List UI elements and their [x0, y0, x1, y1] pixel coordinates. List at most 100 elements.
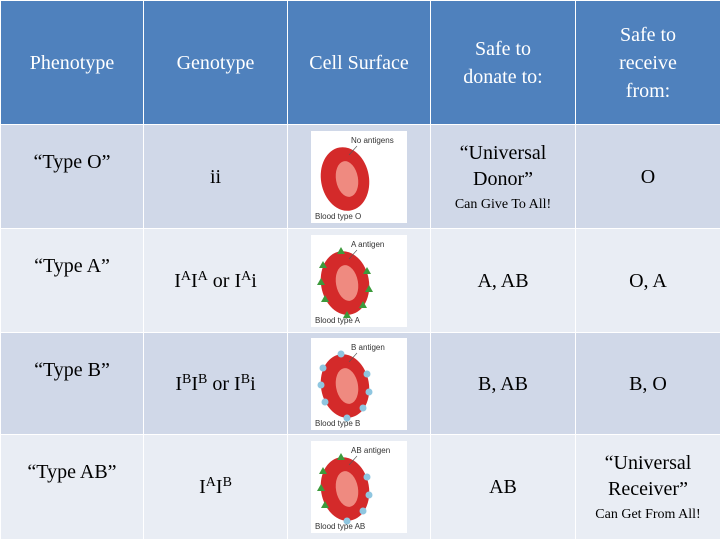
phenotype-cell: “Type AB”: [0, 434, 144, 540]
label-pointer: [348, 455, 358, 466]
antigen-b: [363, 473, 371, 481]
genotype-text: or I: [207, 372, 241, 395]
donate-cell: “Universal Donor” Can Give To All!: [430, 124, 576, 229]
header-cell: Cell Surface: [287, 0, 431, 125]
cell-surface-cell: No antigens Blood type O: [287, 124, 431, 229]
phenotype: “Type AB”: [27, 461, 117, 483]
donate-cell: AB: [430, 434, 576, 540]
header-row: Phenotype Genotype Cell Surface Safe to …: [0, 0, 720, 125]
genotype-text: I: [190, 269, 198, 292]
genotype-text: I: [215, 476, 223, 498]
phenotype-cell: “Type O”: [0, 124, 144, 229]
antigen-a: [317, 277, 325, 285]
header-text: Safe to donate to:: [463, 37, 543, 88]
phenotype: “Type A”: [34, 255, 110, 277]
genotype-cell: IBIB or IBi: [143, 332, 288, 435]
table-row: “Type O” ii No antigens Blood type O “Univer…: [0, 124, 720, 229]
genotype-superscript: B: [198, 371, 208, 387]
genotype-cell: IAIB: [143, 434, 288, 540]
header-text: Cell Surface: [309, 51, 409, 74]
phenotype-cell: “Type A”: [0, 228, 144, 333]
genotype-text: I: [191, 372, 199, 395]
cell-illustration: A antigen Blood type A: [311, 234, 407, 327]
genotype-text: I: [174, 269, 181, 292]
genotype-superscript: B: [182, 371, 192, 387]
header-text: Safe to receive from:: [619, 23, 677, 102]
header-text: Genotype: [176, 51, 255, 74]
antigen-b: [317, 381, 325, 388]
antigen-a: [359, 300, 367, 308]
cell-center: [335, 160, 359, 197]
antigen-a: [319, 467, 327, 474]
cell-surface-cell: AB antigen Blood type AB: [287, 434, 431, 540]
donate-text: “Universal Donor”: [459, 141, 547, 190]
cell-illustration: B antigen Blood type B: [311, 337, 407, 430]
antigen-a: [317, 484, 325, 491]
table-row: “Type B” IBIB or IBi B antigen Blood type B…: [0, 332, 720, 435]
antigen-label: B antigen: [351, 343, 385, 352]
antigen-b: [363, 370, 371, 377]
cell-center: [335, 264, 359, 301]
receive-text: B, O: [629, 372, 667, 395]
genotype-cell: IAIA or IAi: [143, 228, 288, 333]
genotype-text: i: [251, 269, 257, 292]
genotype-text: I: [199, 476, 206, 498]
antigen-label: A antigen: [351, 240, 384, 249]
cell-illustration: No antigens Blood type O: [311, 130, 407, 223]
antigen-b: [365, 491, 373, 499]
antigen-b: [359, 507, 367, 515]
receive-cell: “Universal Receiver” Can Get From All!: [575, 434, 720, 540]
donate-cell: B, AB: [430, 332, 576, 435]
cell-type-label: Blood type B: [315, 419, 360, 428]
antigen-label: No antigens: [351, 136, 394, 145]
antigen-b: [359, 404, 367, 411]
antigen-label: AB antigen: [351, 446, 390, 455]
receive-text: O, A: [629, 269, 667, 292]
cell-illustration: AB antigen Blood type AB: [311, 441, 407, 533]
label-pointer: [348, 249, 358, 259]
receive-note: Can Get From All!: [595, 507, 701, 522]
antigen-b: [343, 414, 351, 421]
cell-type-label: Blood type A: [315, 316, 361, 325]
table-body: “Type O” ii No antigens Blood type O “Univer…: [0, 124, 720, 540]
genotype-superscript: A: [205, 475, 216, 490]
genotype-superscript: A: [180, 268, 191, 284]
cell-type-label: Blood type O: [315, 212, 361, 221]
phenotype: “Type B”: [34, 359, 110, 381]
receive-cell: O, A: [575, 228, 720, 333]
table-row: “Type AB” IAIB AB antigen Blood type AB AB “U…: [0, 434, 720, 540]
antigen-b: [337, 350, 345, 357]
receive-text: O: [640, 165, 656, 188]
antigen-b: [321, 398, 329, 405]
donate-text: A, AB: [477, 269, 529, 292]
antigen-b: [343, 517, 351, 525]
donate-note: Can Give To All!: [454, 196, 552, 212]
receive-cell: B, O: [575, 332, 720, 435]
genotype-superscript: B: [222, 475, 232, 490]
receive-cell: O: [575, 124, 720, 229]
genotype-superscript: B: [240, 371, 251, 387]
antigen-a: [337, 453, 345, 460]
donate-cell: A, AB: [430, 228, 576, 333]
header-cell: Safe to donate to:: [430, 0, 576, 125]
cell-surface-cell: B antigen Blood type B: [287, 332, 431, 435]
cell-center: [335, 471, 359, 507]
table-row: “Type A” IAIA or IAi A antigen Blood type A…: [0, 228, 720, 333]
genotype-cell: ii: [143, 124, 288, 229]
antigen-a: [319, 260, 327, 268]
antigen-a: [321, 501, 329, 508]
label-pointer: [348, 145, 358, 155]
header-cell: Genotype: [143, 0, 288, 125]
genotype-superscript: A: [197, 268, 208, 284]
antigen-b: [319, 364, 327, 371]
genotype-text: i: [250, 372, 256, 395]
antigen-a: [321, 294, 329, 302]
cell-type-label: Blood type AB: [315, 522, 365, 531]
receive-text: “Universal Receiver”: [604, 452, 692, 500]
label-pointer: [348, 352, 358, 362]
cell-surface-cell: A antigen Blood type A: [287, 228, 431, 333]
phenotype-cell: “Type B”: [0, 332, 144, 435]
antigen-a: [337, 246, 345, 254]
phenotype: “Type O”: [33, 151, 111, 173]
